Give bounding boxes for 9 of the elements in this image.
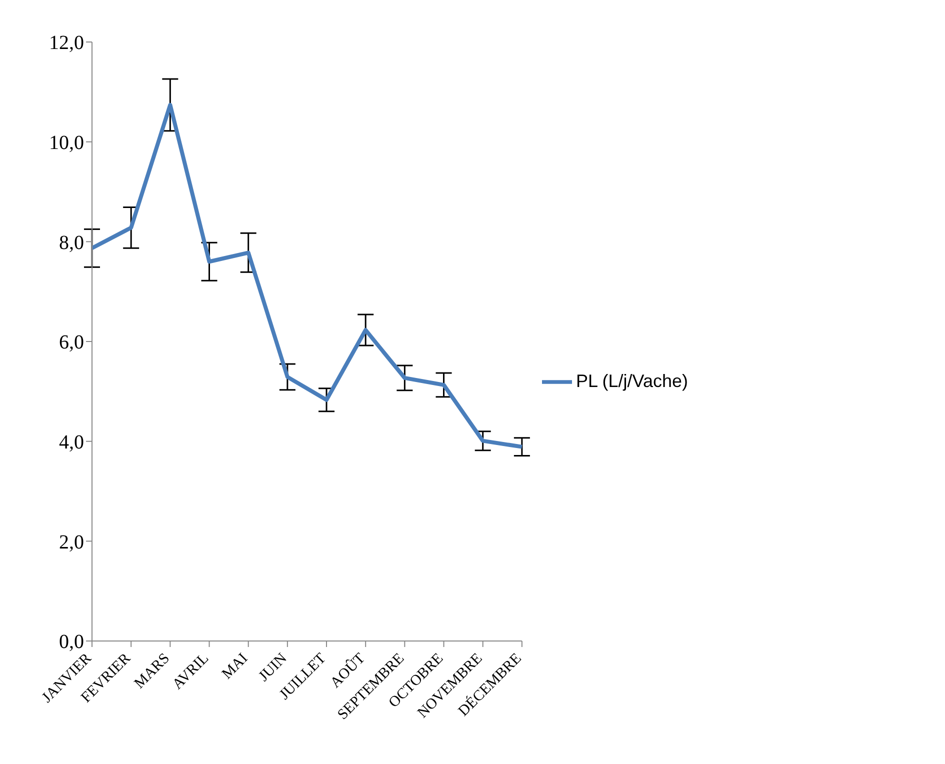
legend-label: PL (L/j/Vache) bbox=[576, 370, 688, 391]
y-tick-label: 0,0 bbox=[59, 631, 84, 654]
line-series bbox=[90, 102, 524, 449]
y-tick-label: 10,0 bbox=[49, 132, 84, 154]
y-tick-label: 12,0 bbox=[49, 32, 84, 54]
y-tick-label: 2,0 bbox=[59, 531, 84, 554]
y-tick-label: 8,0 bbox=[59, 232, 84, 254]
y-tick-label: 4,0 bbox=[59, 431, 84, 454]
y-tick-label: 6,0 bbox=[59, 332, 84, 354]
